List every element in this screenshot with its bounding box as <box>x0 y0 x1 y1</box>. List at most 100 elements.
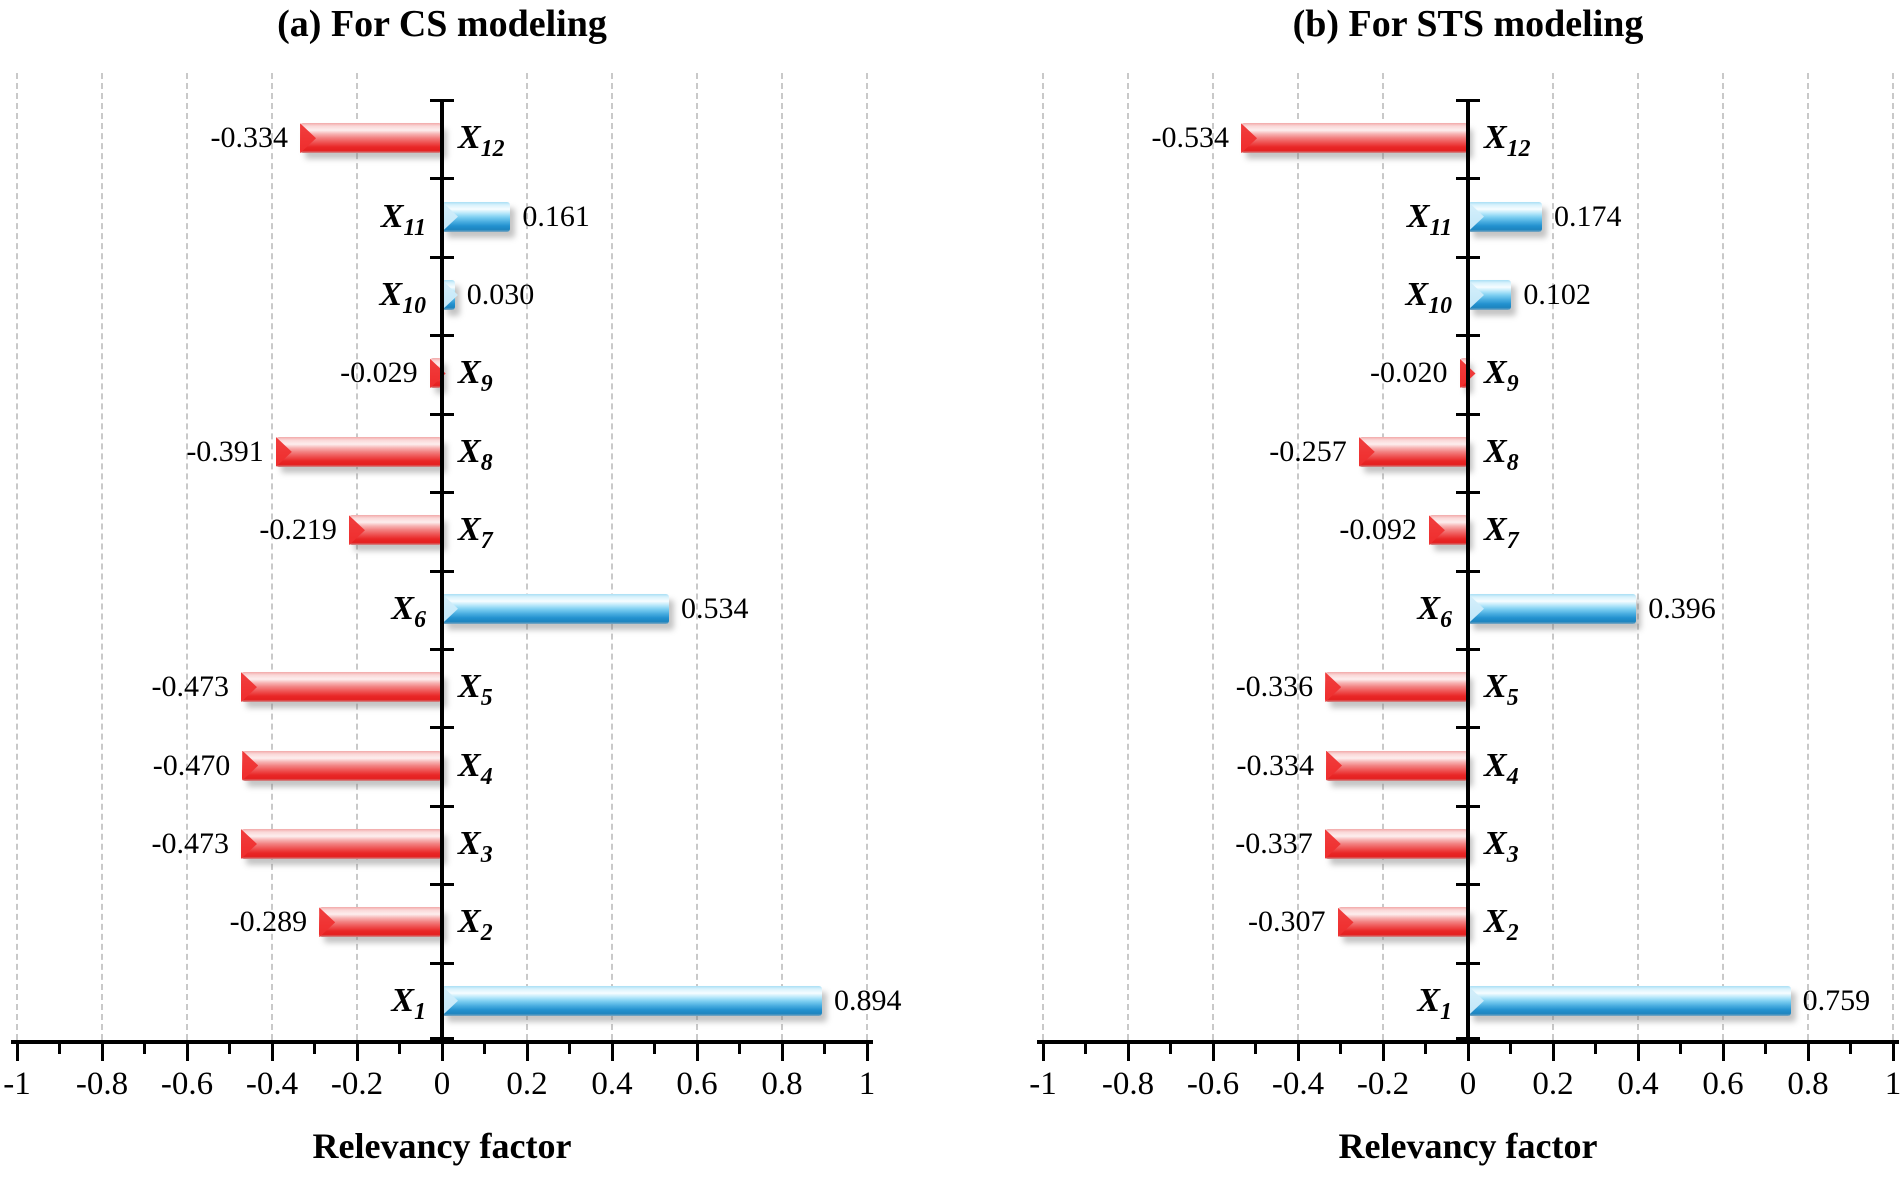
gridline <box>1127 73 1129 1040</box>
bar <box>1428 515 1468 546</box>
gridline <box>1722 73 1724 1040</box>
x-axis-minor-tick <box>483 1044 486 1054</box>
bar-category-label: X1 <box>1417 981 1452 1025</box>
x-axis-major-tick <box>780 1044 784 1061</box>
bar-value-label: -0.473 <box>151 826 229 860</box>
x-axis-tick-label: 0 <box>1459 1066 1477 1102</box>
bar <box>442 593 669 624</box>
bar-end-cap-icon <box>1324 828 1341 859</box>
bar-value-label: -0.334 <box>210 121 289 155</box>
bar-category-label: X7 <box>458 511 493 555</box>
bar-end-cap-icon <box>240 828 257 859</box>
x-axis-minor-tick <box>1339 1044 1342 1054</box>
gridline <box>526 73 528 1040</box>
gridline <box>696 73 698 1040</box>
gridline <box>1297 73 1299 1040</box>
x-axis-tick-label: 0.8 <box>1787 1066 1829 1102</box>
bar <box>348 515 442 546</box>
bar-category-label: X6 <box>391 589 426 633</box>
bar-value-label: -0.257 <box>1269 434 1347 468</box>
bar-value-label: 0.161 <box>522 199 590 233</box>
x-axis-line <box>11 1040 873 1044</box>
x-axis-major-tick <box>1466 1044 1470 1061</box>
category-axis-tick <box>1456 177 1480 181</box>
bar-end-cap-icon <box>1241 123 1258 154</box>
plot-area-cs: -0.334 X12 0.161 X11 0.030 X10 -0.029 X9 -0.391 X… <box>16 73 901 1040</box>
bar-end-cap-icon <box>1325 672 1342 703</box>
category-axis-tick <box>1456 883 1480 887</box>
bar-value-label: -0.334 <box>1236 748 1315 782</box>
bar-category-label: X12 <box>1484 119 1531 162</box>
chart-panel-sts: (b) For STS modeling -0.534 X12 0.174 X11 0.… <box>950 0 1900 1192</box>
x-axis-major-tick <box>1721 1044 1725 1061</box>
category-axis-tick <box>430 491 454 495</box>
chart-panel-cs: (a) For CS modeling -0.334 X12 0.161 X11 0.0… <box>3 3 901 1166</box>
category-axis-tick <box>430 255 454 259</box>
category-axis-tick <box>1456 491 1480 495</box>
bar-value-label: 0.759 <box>1802 983 1871 1017</box>
bar-value-label: -0.336 <box>1235 670 1314 704</box>
bar-end-cap-icon <box>1468 985 1484 1016</box>
x-axis-minor-tick <box>1849 1044 1852 1054</box>
gridline <box>866 73 868 1040</box>
x-axis-title-sts: Relevancy factor <box>1338 1126 1598 1166</box>
bar-value-label: -0.020 <box>1370 356 1448 390</box>
x-axis-title-cs: Relevancy factor <box>312 1126 572 1166</box>
x-axis-tick-label: -0.2 <box>330 1066 384 1102</box>
bar <box>442 280 458 311</box>
bar-category-label: X12 <box>458 119 505 162</box>
x-axis-tick-label: 0.4 <box>1617 1066 1659 1102</box>
category-axis-tick <box>1456 255 1480 259</box>
bar-category-label: X2 <box>1484 903 1519 947</box>
x-axis-minor-tick <box>738 1044 741 1054</box>
x-axis-major-tick <box>440 1044 444 1061</box>
bar-category-label: X4 <box>458 746 493 790</box>
bar-value-label: 0.174 <box>1553 199 1622 233</box>
bar-category-label: X6 <box>1417 589 1452 633</box>
bar <box>319 907 442 938</box>
x-axis-major-tick <box>1381 1044 1385 1061</box>
x-axis-major-tick <box>1551 1044 1555 1061</box>
bar-end-cap-icon <box>348 515 365 546</box>
bar-end-cap-icon <box>1428 515 1445 546</box>
x-axis-minor-tick <box>1084 1044 1087 1054</box>
category-axis-tick <box>430 569 454 573</box>
bar <box>1241 123 1468 154</box>
x-axis-minor-tick <box>1254 1044 1257 1054</box>
x-axis-sts: -1 -0.8 -0.6 -0.4 -0.2 0 0.2 0.4 0.6 0.8 1 <box>1029 1040 1900 1110</box>
category-axis-tick <box>1456 647 1480 651</box>
category-axis-tick <box>430 99 454 102</box>
bar-value-label: 0.102 <box>1523 278 1591 312</box>
bar-category-label: X1 <box>391 981 426 1025</box>
category-axis-tick <box>1456 412 1480 416</box>
x-axis-major-tick <box>100 1044 104 1061</box>
x-axis-major-tick <box>355 1044 359 1061</box>
gridline <box>1042 73 1044 1040</box>
bar-category-label: X7 <box>1484 511 1519 555</box>
bar <box>242 750 442 781</box>
gridline <box>101 73 103 1040</box>
bar-end-cap-icon <box>1358 436 1375 467</box>
bar-value-label: 0.534 <box>680 591 749 625</box>
category-axis-tick <box>430 726 454 730</box>
bar-category-label: X11 <box>380 197 426 241</box>
bar-value-label: -0.092 <box>1339 513 1417 547</box>
bar-value-label: -0.307 <box>1248 905 1326 939</box>
bar-value-label: -0.473 <box>151 670 229 704</box>
x-axis-minor-tick <box>1679 1044 1682 1054</box>
category-axis-tick <box>430 334 454 338</box>
x-axis-tick-label: -0.8 <box>75 1066 129 1102</box>
x-axis-major-tick <box>1891 1044 1895 1061</box>
bar-end-cap-icon <box>1468 280 1484 311</box>
x-axis-minor-tick <box>1594 1044 1597 1054</box>
bar <box>275 436 442 467</box>
x-axis-minor-tick <box>313 1044 316 1054</box>
x-axis-minor-tick <box>1764 1044 1767 1054</box>
category-axis-tick <box>430 647 454 651</box>
bar-end-cap-icon <box>1337 907 1354 938</box>
x-axis-line <box>1037 1040 1899 1044</box>
bar <box>1468 985 1791 1016</box>
category-axis-tick <box>1456 804 1480 808</box>
bar-value-label: 0.894 <box>833 983 902 1017</box>
bar <box>1337 907 1468 938</box>
